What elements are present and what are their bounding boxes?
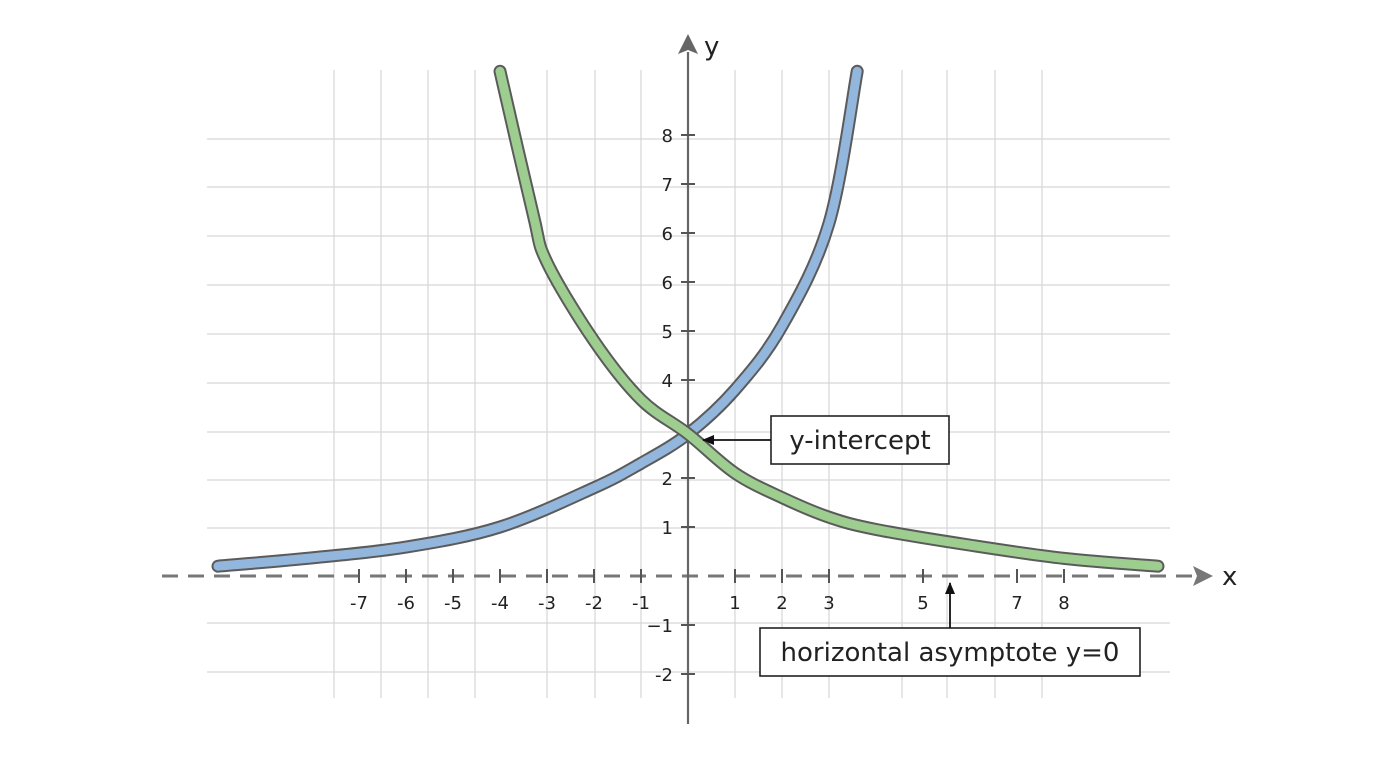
tick-marks — [358, 134, 1065, 675]
x-tick-label: -6 — [397, 593, 415, 614]
y-tick-label: 1 — [662, 518, 673, 539]
tick-labels: -7 -6 -5 -4 -3 -2 -1 1 2 3 5 7 8 -2 −1 1 2 4 5 6 6 7 8 x y — [350, 32, 1237, 686]
y-axis-arrowhead — [678, 34, 698, 54]
series-1-line — [213, 66, 862, 571]
axes — [678, 34, 1213, 724]
y-tick-label: 4 — [662, 371, 673, 392]
x-tick-label: -7 — [350, 593, 368, 614]
series-layer — [211, 64, 1165, 573]
asymptote-callout-box — [759, 627, 1141, 677]
y-tick-label: 7 — [662, 175, 673, 196]
y-tick-label: 6 — [662, 224, 673, 245]
x-tick-label: 5 — [917, 593, 928, 614]
annotations: y-intercept horizontal asymptote y=0 — [702, 415, 1141, 677]
y-intercept-callout-label: y-intercept — [789, 426, 930, 456]
x-axis-arrowhead — [1193, 566, 1213, 586]
x-tick-label: 2 — [776, 593, 787, 614]
y-tick-label: -2 — [655, 665, 673, 686]
y-tick-label: 2 — [662, 469, 673, 490]
x-tick-label: 8 — [1058, 593, 1069, 614]
x-tick-label: 3 — [823, 593, 834, 614]
x-tick-label: -2 — [585, 593, 603, 614]
x-axis-label: x — [1222, 562, 1237, 592]
x-tick-label: 7 — [1011, 593, 1022, 614]
x-tick-label: -4 — [491, 593, 509, 614]
y-tick-label: 8 — [662, 126, 673, 147]
asymptote-callout-label: horizontal asymptote y=0 — [781, 638, 1120, 668]
y-axis-label: y — [704, 32, 719, 62]
y-tick-label: 6 — [662, 273, 673, 294]
y-tick-label: 5 — [662, 322, 673, 343]
x-tick-label: 1 — [729, 593, 740, 614]
y-tick-label: −1 — [646, 616, 673, 637]
series-2-line — [495, 66, 1163, 571]
x-tick-label: -1 — [632, 593, 650, 614]
x-tick-label: -3 — [538, 593, 556, 614]
x-tick-label: -5 — [444, 593, 462, 614]
